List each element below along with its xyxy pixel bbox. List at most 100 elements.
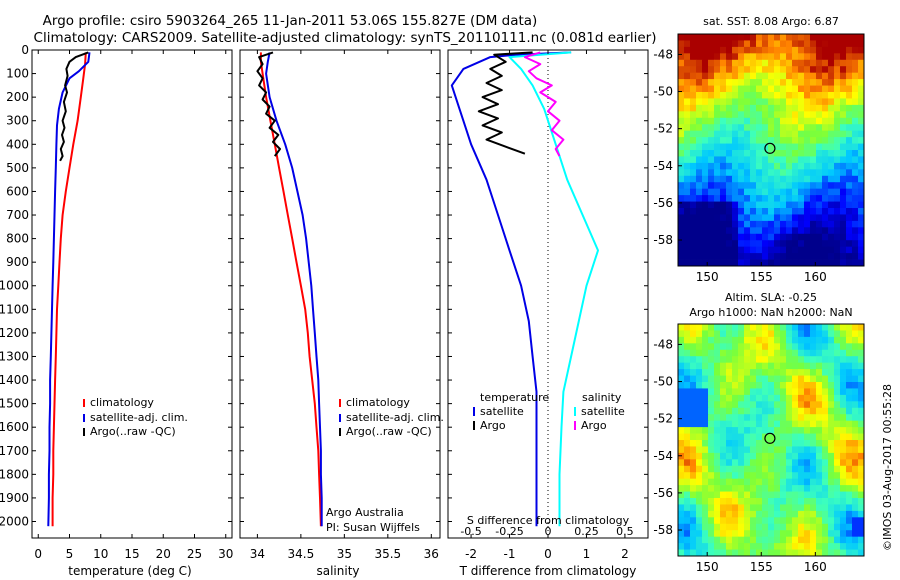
heatmap-cell xyxy=(708,336,715,344)
heatmap-cell xyxy=(714,130,721,138)
heatmap-cell xyxy=(708,195,715,202)
heatmap-cell xyxy=(678,504,685,512)
heatmap-cell xyxy=(834,478,841,486)
heatmap-cell xyxy=(858,324,865,331)
heatmap-cell xyxy=(852,156,859,164)
heatmap-cell xyxy=(840,336,847,344)
heatmap-cell xyxy=(774,349,781,357)
heatmap-cell xyxy=(816,253,823,260)
heatmap-cell xyxy=(696,543,703,550)
heatmap-cell xyxy=(690,79,697,86)
heatmap-cell xyxy=(732,401,739,409)
heatmap-cell xyxy=(840,201,847,209)
heatmap-cell xyxy=(690,356,697,364)
heatmap-cell xyxy=(768,498,775,505)
heatmap-cell xyxy=(828,175,835,183)
heatmap-cell xyxy=(846,382,853,389)
heatmap-cell xyxy=(762,440,769,447)
heatmap-cell xyxy=(840,510,847,518)
heatmap-cell xyxy=(678,137,685,144)
y-tick-label: 1200 xyxy=(0,326,29,340)
heatmap-cell xyxy=(702,66,709,74)
heatmap-cell xyxy=(786,349,793,357)
heatmap-cell xyxy=(678,111,685,119)
heatmap-cell xyxy=(696,72,703,80)
heatmap-cell xyxy=(858,137,865,144)
heatmap-cell xyxy=(798,98,805,106)
heatmap-cell xyxy=(828,201,835,209)
heatmap-cell xyxy=(792,523,799,531)
heatmap-cell xyxy=(828,407,835,415)
heatmap-cell xyxy=(690,427,697,434)
heatmap-cell xyxy=(858,156,865,164)
heatmap-cell xyxy=(708,130,715,138)
heatmap-cell xyxy=(774,459,781,467)
heatmap-cell xyxy=(834,510,841,518)
heatmap-cell xyxy=(840,420,847,428)
heatmap-cell xyxy=(720,175,727,183)
heatmap-cell xyxy=(714,246,721,254)
heatmap-cell xyxy=(762,46,769,54)
heatmap-cell xyxy=(708,485,715,492)
heatmap-cell xyxy=(762,253,769,260)
heatmap-cell xyxy=(810,349,817,357)
heatmap-cell xyxy=(714,259,721,267)
heatmap-cell xyxy=(840,46,847,54)
heatmap-cell xyxy=(780,510,787,518)
heatmap-cell xyxy=(762,53,769,61)
heatmap-cell xyxy=(798,195,805,202)
heatmap-cell xyxy=(678,427,685,434)
heatmap-cell xyxy=(684,98,691,106)
heatmap-cell xyxy=(792,362,799,370)
heatmap-cell xyxy=(708,59,715,67)
heatmap-cell xyxy=(786,130,793,138)
heatmap-cell xyxy=(768,34,775,41)
heatmap-cell xyxy=(828,79,835,86)
heatmap-cell xyxy=(708,504,715,512)
heatmap-cell xyxy=(726,85,733,93)
heatmap-cell xyxy=(774,98,781,106)
heatmap-cell xyxy=(786,111,793,119)
heatmap-cell xyxy=(762,59,769,67)
heatmap-cell xyxy=(750,156,757,164)
heatmap-cell xyxy=(822,227,829,235)
heatmap-cell xyxy=(720,452,727,460)
heatmap-cell xyxy=(744,72,751,80)
heatmap-cell xyxy=(702,92,709,99)
heatmap-cell xyxy=(744,388,751,396)
heatmap-cell xyxy=(732,336,739,344)
heatmap-cell xyxy=(816,79,823,86)
heatmap-cell xyxy=(696,240,703,248)
heatmap-cell xyxy=(834,111,841,119)
heatmap-cell xyxy=(702,498,709,505)
heatmap-cell xyxy=(816,72,823,80)
heatmap-cell xyxy=(756,330,763,338)
heatmap-cell xyxy=(744,227,751,235)
heatmap-cell xyxy=(840,485,847,492)
heatmap-cell xyxy=(852,66,859,74)
heatmap-cell xyxy=(852,324,859,331)
heatmap-cell xyxy=(714,208,721,215)
heatmap-cell xyxy=(756,72,763,80)
heatmap-cell xyxy=(798,465,805,473)
heatmap-cell xyxy=(756,324,763,331)
heatmap-cell xyxy=(756,369,763,376)
heatmap-cell xyxy=(822,375,829,383)
heatmap-cell xyxy=(834,208,841,215)
heatmap-cell xyxy=(858,414,865,422)
heatmap-cell xyxy=(858,440,865,447)
heatmap-cell xyxy=(768,130,775,138)
heatmap-cell xyxy=(756,66,763,74)
heatmap-cell xyxy=(804,427,811,434)
heatmap-cell xyxy=(744,40,751,48)
heatmap-cell xyxy=(714,349,721,357)
heatmap-cell xyxy=(858,201,865,209)
heatmap-cell xyxy=(714,150,721,157)
heatmap-cell xyxy=(702,420,709,428)
heatmap-cell xyxy=(732,34,739,41)
heatmap-cell xyxy=(846,465,853,473)
heatmap-cell xyxy=(774,85,781,93)
heatmap-cell xyxy=(702,433,709,441)
heatmap-cell xyxy=(816,124,823,132)
heatmap-cell xyxy=(816,246,823,254)
